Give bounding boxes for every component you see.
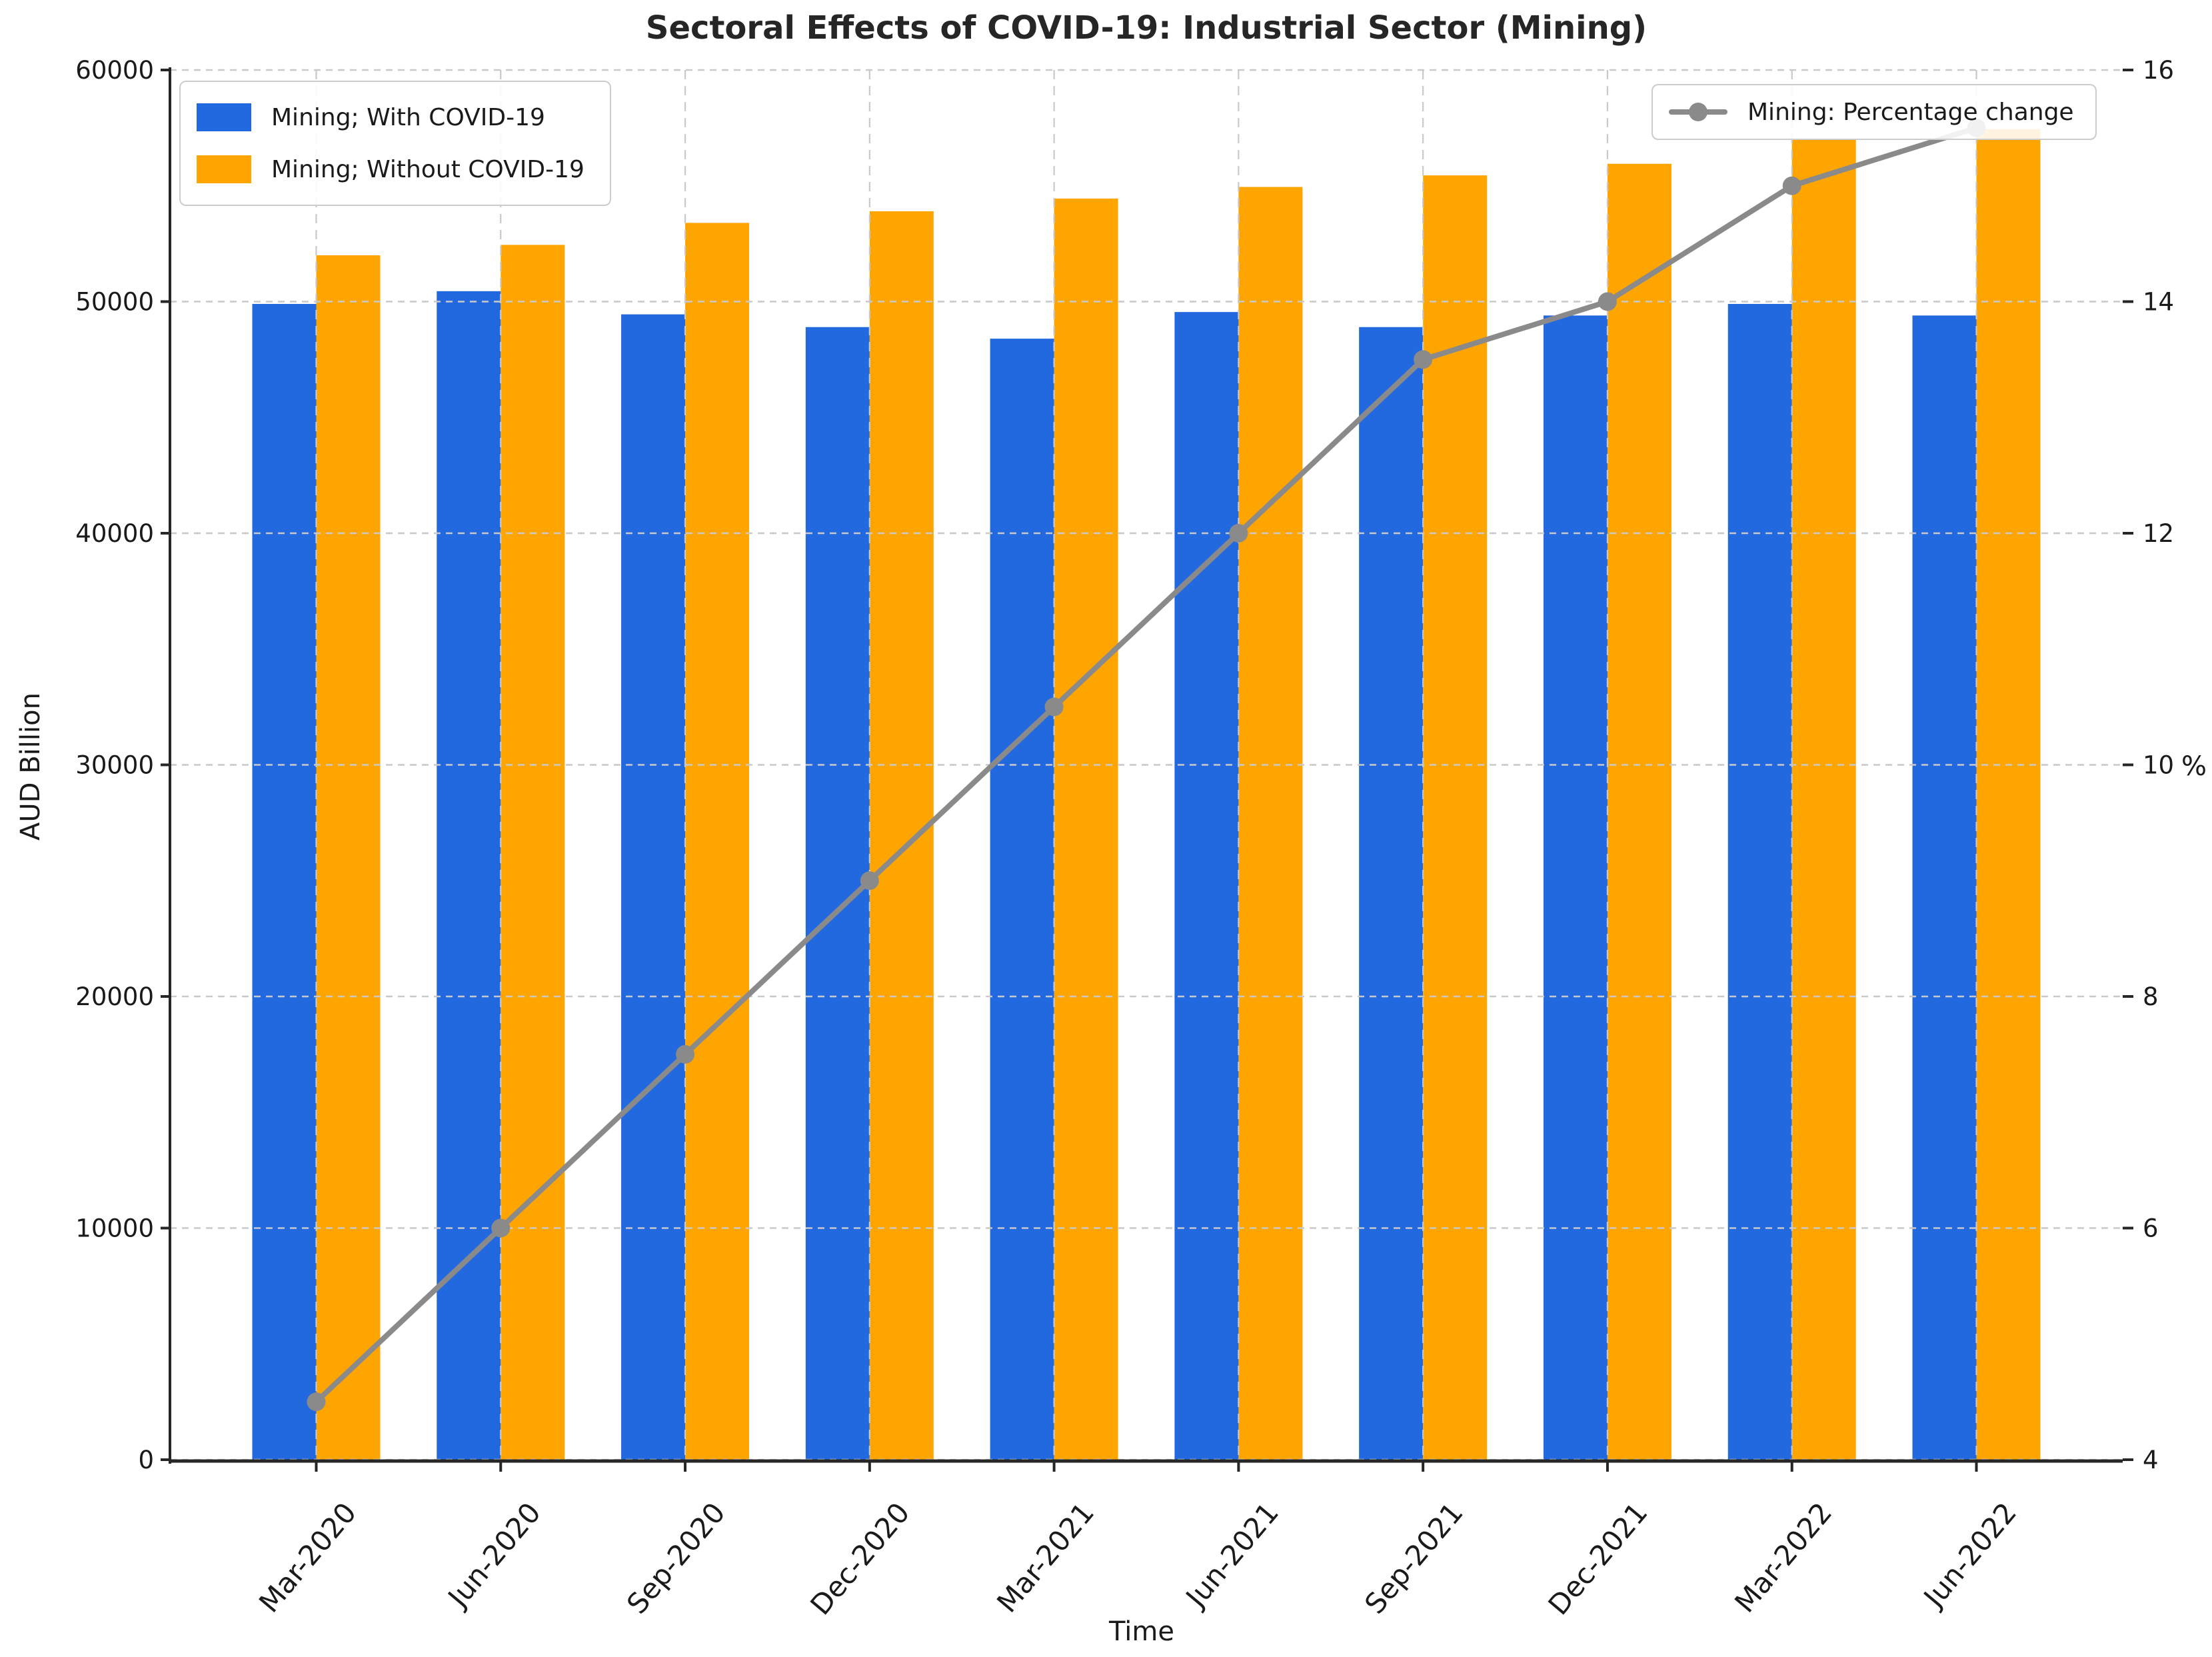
x-tick-label-Mar-2022: Mar-2022 xyxy=(1728,1496,1838,1619)
x-axis-label: Time xyxy=(1109,1616,1174,1647)
x-tick-label-Jun-2022: Jun-2022 xyxy=(1916,1496,2023,1615)
legend-line-marker-icon xyxy=(1669,103,1727,121)
y-right-tick-label-10: 10 xyxy=(2143,751,2174,780)
legend-swatch-without-covid-icon xyxy=(197,155,251,183)
x-tick-label-Dec-2021: Dec-2021 xyxy=(1542,1496,1654,1621)
y-left-tick-label-20000: 20000 xyxy=(75,982,154,1011)
x-tick-label-Mar-2021: Mar-2021 xyxy=(990,1496,1100,1619)
x-tick-label-Sep-2020: Sep-2020 xyxy=(620,1496,732,1620)
bar-without-covid-Mar-2022 xyxy=(1791,139,1856,1460)
bar-without-covid-Jun-2020 xyxy=(501,245,565,1460)
bar-without-covid-Jun-2022 xyxy=(1976,129,2041,1460)
y-axis-label-right: % xyxy=(2181,751,2207,782)
legend-label-without-covid: Mining; Without COVID-19 xyxy=(271,155,584,183)
y-right-tick-label-12: 12 xyxy=(2143,519,2174,548)
bar-with-covid-Mar-2022 xyxy=(1727,303,1792,1460)
bar-with-covid-Dec-2021 xyxy=(1543,315,1608,1460)
legend-line-dot xyxy=(1689,103,1707,121)
pct-marker-Mar-2021 xyxy=(1044,697,1064,717)
pct-marker-Jun-2020 xyxy=(491,1218,511,1238)
bar-with-covid-Jun-2020 xyxy=(437,291,501,1460)
y-axis-label-left: AUD Billion xyxy=(15,693,46,840)
legend-entry-percentage-change: Mining: Percentage change xyxy=(1669,99,2079,126)
legend-entry-with-covid: Mining; With COVID-19 xyxy=(197,103,594,131)
y-left-tick-label-0: 0 xyxy=(138,1446,154,1474)
y-left-tick-label-40000: 40000 xyxy=(75,519,154,548)
pct-marker-Mar-2020 xyxy=(307,1392,326,1412)
y-left-tick-label-60000: 60000 xyxy=(75,56,154,85)
bar-without-covid-Mar-2020 xyxy=(316,255,381,1460)
bar-without-covid-Sep-2021 xyxy=(1423,175,1488,1460)
bar-without-covid-Mar-2021 xyxy=(1054,198,1118,1460)
y-right-tick-label-4: 4 xyxy=(2143,1446,2159,1474)
bar-with-covid-Dec-2020 xyxy=(805,327,870,1460)
x-tick-label-Mar-2020: Mar-2020 xyxy=(253,1496,363,1619)
pct-marker-Jun-2021 xyxy=(1229,524,1248,543)
bar-with-covid-Jun-2021 xyxy=(1174,312,1239,1460)
pct-marker-Dec-2021 xyxy=(1598,292,1617,311)
bar-without-covid-Dec-2021 xyxy=(1607,163,1671,1460)
bar-with-covid-Mar-2020 xyxy=(252,303,317,1460)
chart-title: Sectoral Effects of COVID-19: Industrial… xyxy=(645,9,1648,47)
y-left-tick-label-10000: 10000 xyxy=(75,1214,154,1243)
y-right-tick-label-14: 14 xyxy=(2143,288,2174,317)
legend-swatch-with-covid-icon xyxy=(197,103,251,131)
bar-without-covid-Dec-2020 xyxy=(869,211,934,1460)
bar-with-covid-Jun-2022 xyxy=(1912,315,1977,1460)
y-left-tick-label-50000: 50000 xyxy=(75,288,154,317)
legend-percentage-change: Mining: Percentage change xyxy=(1652,84,2097,140)
legend-label-with-covid: Mining; With COVID-19 xyxy=(271,103,545,131)
bar-with-covid-Sep-2021 xyxy=(1359,327,1424,1460)
x-tick-label-Dec-2020: Dec-2020 xyxy=(804,1496,916,1621)
legend-entry-without-covid: Mining; Without COVID-19 xyxy=(197,155,594,183)
y-right-tick-label-8: 8 xyxy=(2143,982,2159,1011)
y-left-tick-label-30000: 30000 xyxy=(75,751,154,780)
bar-with-covid-Mar-2021 xyxy=(990,339,1054,1460)
y-right-tick-label-6: 6 xyxy=(2143,1214,2159,1243)
bar-without-covid-Jun-2021 xyxy=(1238,187,1303,1460)
pct-change-line xyxy=(314,125,1977,1404)
x-tick-label-Sep-2021: Sep-2021 xyxy=(1358,1496,1470,1620)
bar-with-covid-Sep-2020 xyxy=(621,314,686,1460)
x-tick-label-Jun-2020: Jun-2020 xyxy=(441,1496,547,1615)
legend-bars: Mining; With COVID-19 Mining; Without CO… xyxy=(179,81,611,206)
pct-marker-Mar-2022 xyxy=(1782,176,1801,195)
y-right-tick-label-16: 16 xyxy=(2143,56,2174,85)
pct-marker-Dec-2020 xyxy=(860,871,879,890)
bar-without-covid-Sep-2020 xyxy=(685,223,750,1460)
pct-marker-Sep-2020 xyxy=(676,1044,695,1064)
pct-marker-Sep-2021 xyxy=(1414,350,1433,369)
x-tick-label-Jun-2021: Jun-2021 xyxy=(1178,1496,1285,1615)
legend-label-percentage-change: Mining: Percentage change xyxy=(1747,98,2074,126)
